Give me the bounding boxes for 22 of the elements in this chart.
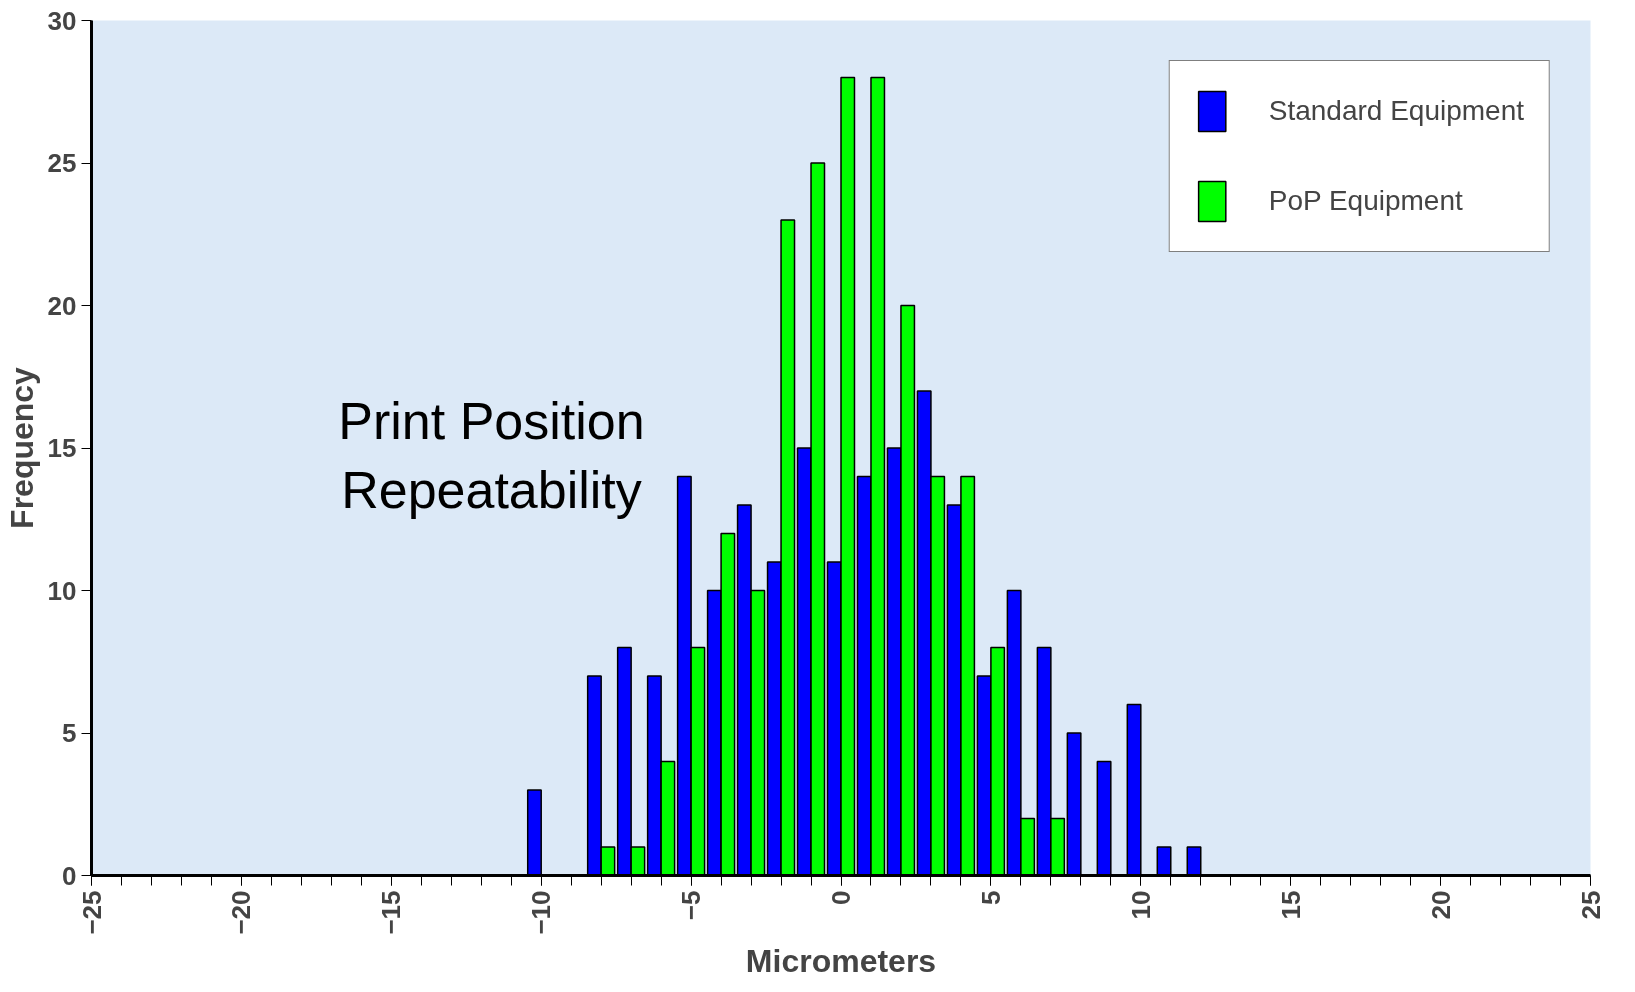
y-axis-title: Frequency	[3, 366, 40, 529]
x-tick-label: −15	[376, 890, 407, 935]
x-tick-label: 25	[1575, 890, 1606, 920]
y-tick-label: 25	[47, 148, 77, 178]
x-tick-label: 10	[1125, 890, 1156, 920]
x-tick-label: 5	[975, 890, 1006, 905]
y-tick-label: 5	[62, 718, 77, 748]
y-tick-label: 20	[47, 290, 77, 321]
x-tick-label: −10	[526, 890, 557, 935]
x-tick-label: −20	[226, 890, 257, 935]
y-tick-label: 30	[47, 5, 77, 36]
x-tick-label: −25	[76, 890, 107, 935]
x-tick-label: 20	[1425, 890, 1456, 920]
legend-label: PoP Equipment	[1268, 185, 1463, 217]
legend-label: Standard Equipment	[1268, 95, 1524, 127]
annotation: Print Position Repeatability	[338, 391, 645, 520]
x-tick-label: 0	[826, 890, 856, 905]
x-axis-title: Micrometers	[745, 942, 937, 979]
x-tick-label: −5	[676, 890, 707, 921]
y-tick-label: 10	[47, 575, 77, 606]
x-tick-label: 15	[1275, 890, 1306, 920]
y-tick-label: 15	[47, 433, 77, 463]
